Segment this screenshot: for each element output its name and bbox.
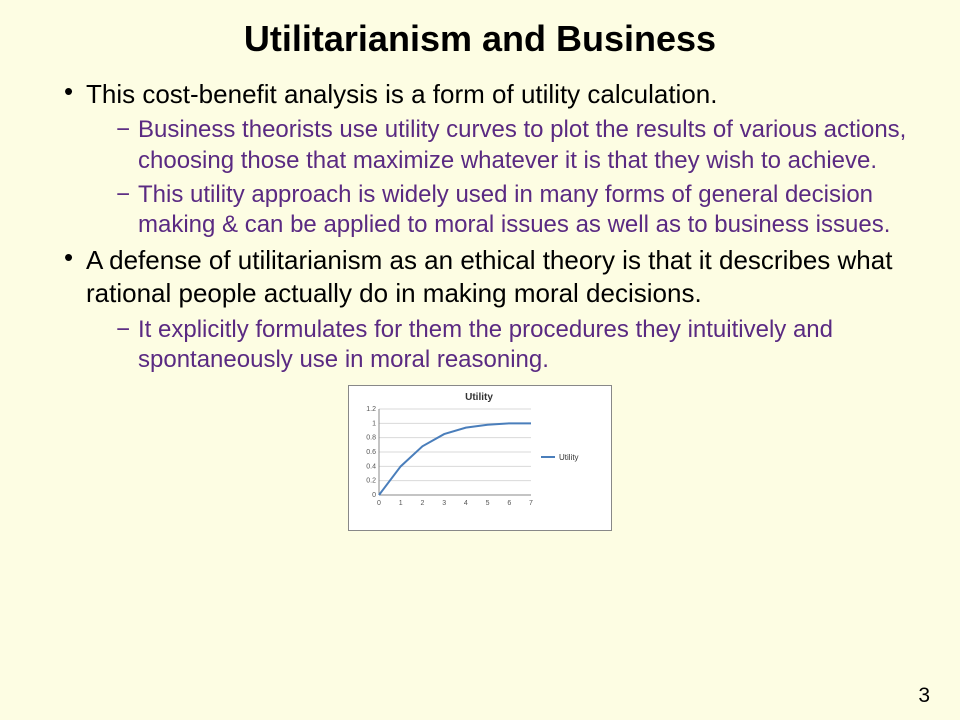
bullet-item: This cost-benefit analysis is a form of … xyxy=(64,78,920,240)
svg-text:0.2: 0.2 xyxy=(366,478,376,485)
svg-text:0: 0 xyxy=(377,500,381,507)
slide-title: Utilitarianism and Business xyxy=(40,18,920,60)
bullet-text: This cost-benefit analysis is a form of … xyxy=(86,78,920,111)
utility-chart: Utility 0 0.2 0.4 0.6 0.8 1 1.2 0 1 2 3 4 5 6 7 Utilit… xyxy=(348,385,612,531)
bullet-list-level1: This cost-benefit analysis is a form of … xyxy=(40,78,920,375)
bullet-list-level2: It explicitly formulates for them the pr… xyxy=(86,315,920,375)
sub-bullet-item: This utility approach is widely used in … xyxy=(116,180,920,240)
bullet-text: A defense of utilitarianism as an ethica… xyxy=(86,244,920,311)
chart-title: Utility xyxy=(355,392,603,403)
svg-text:6: 6 xyxy=(507,500,511,507)
svg-text:0.6: 0.6 xyxy=(366,449,376,456)
svg-text:4: 4 xyxy=(464,500,468,507)
svg-text:1: 1 xyxy=(399,500,403,507)
slide: Utilitarianism and Business This cost-be… xyxy=(0,0,960,720)
legend-label: Utility xyxy=(559,453,579,462)
svg-text:3: 3 xyxy=(442,500,446,507)
page-number: 3 xyxy=(918,684,930,708)
bullet-list-level2: Business theorists use utility curves to… xyxy=(86,115,920,240)
bullet-item: A defense of utilitarianism as an ethica… xyxy=(64,244,920,375)
svg-text:2: 2 xyxy=(420,500,424,507)
svg-text:0: 0 xyxy=(372,492,376,499)
svg-text:1.2: 1.2 xyxy=(366,406,376,413)
svg-text:1: 1 xyxy=(372,421,376,428)
svg-text:0.4: 0.4 xyxy=(366,464,376,471)
chart-svg: 0 0.2 0.4 0.6 0.8 1 1.2 0 1 2 3 4 5 6 7 xyxy=(355,405,535,509)
chart-legend: Utility xyxy=(541,405,579,509)
chart-plot-box: 0 0.2 0.4 0.6 0.8 1 1.2 0 1 2 3 4 5 6 7 Utility xyxy=(355,405,603,509)
sub-bullet-item: It explicitly formulates for them the pr… xyxy=(116,315,920,375)
svg-text:7: 7 xyxy=(529,500,533,507)
svg-text:5: 5 xyxy=(486,500,490,507)
legend-item: Utility xyxy=(541,453,579,462)
sub-bullet-item: Business theorists use utility curves to… xyxy=(116,115,920,175)
legend-swatch xyxy=(541,456,555,458)
chart-container: Utility 0 0.2 0.4 0.6 0.8 1 1.2 0 1 2 3 4 5 6 7 Utilit… xyxy=(40,385,920,531)
svg-text:0.8: 0.8 xyxy=(366,435,376,442)
